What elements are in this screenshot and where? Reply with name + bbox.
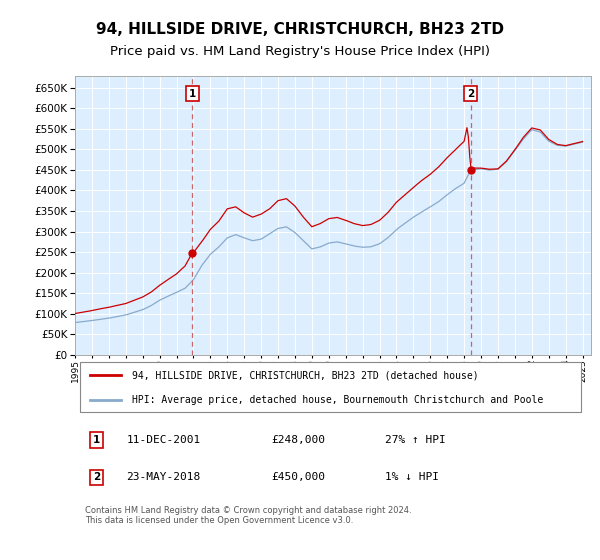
Text: 27% ↑ HPI: 27% ↑ HPI: [385, 435, 445, 445]
Text: 94, HILLSIDE DRIVE, CHRISTCHURCH, BH23 2TD: 94, HILLSIDE DRIVE, CHRISTCHURCH, BH23 2…: [96, 22, 504, 38]
Text: 2: 2: [467, 88, 475, 99]
Text: 1: 1: [189, 88, 196, 99]
Text: 1: 1: [93, 435, 100, 445]
Text: 11-DEC-2001: 11-DEC-2001: [127, 435, 201, 445]
Text: 2: 2: [93, 473, 100, 483]
Text: 23-MAY-2018: 23-MAY-2018: [127, 473, 201, 483]
Text: Contains HM Land Registry data © Crown copyright and database right 2024.
This d: Contains HM Land Registry data © Crown c…: [85, 506, 412, 525]
Text: Price paid vs. HM Land Registry's House Price Index (HPI): Price paid vs. HM Land Registry's House …: [110, 45, 490, 58]
FancyBboxPatch shape: [80, 362, 581, 412]
Text: £450,000: £450,000: [271, 473, 325, 483]
Text: 94, HILLSIDE DRIVE, CHRISTCHURCH, BH23 2TD (detached house): 94, HILLSIDE DRIVE, CHRISTCHURCH, BH23 2…: [132, 370, 478, 380]
Text: HPI: Average price, detached house, Bournemouth Christchurch and Poole: HPI: Average price, detached house, Bour…: [132, 395, 543, 405]
Text: 1% ↓ HPI: 1% ↓ HPI: [385, 473, 439, 483]
Text: £248,000: £248,000: [271, 435, 325, 445]
